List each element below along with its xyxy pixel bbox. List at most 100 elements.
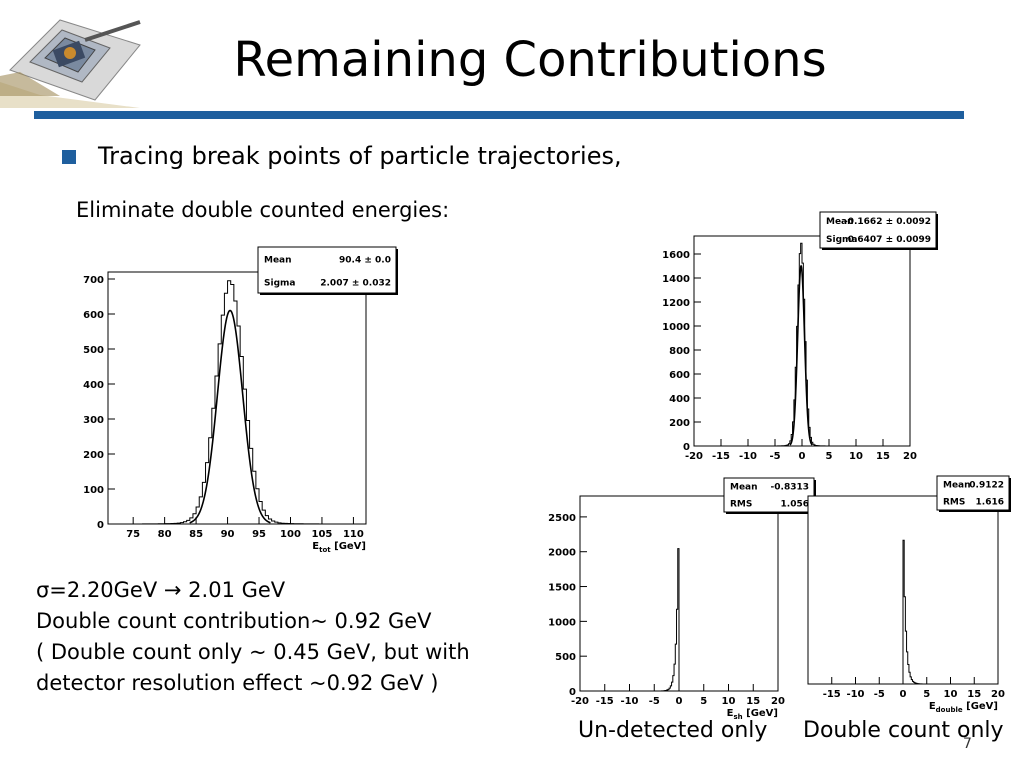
bullet-square-icon <box>62 150 76 164</box>
y-tick-label: 500 <box>83 345 104 356</box>
detector-logo <box>0 19 141 108</box>
y-tick-label: 100 <box>83 485 104 496</box>
histogram-line <box>694 242 910 447</box>
note-line: Double count contribution~ 0.92 GeV <box>36 609 432 633</box>
histogram-etot: 75 80 85 90 95 100 105 110 0 100 200 300 400 500 600 70… <box>83 246 398 554</box>
x-tick-label: 110 <box>343 529 364 540</box>
stats-value: -0.1662 ± 0.0092 <box>844 217 931 227</box>
x-axis-label: Edouble [GeV] <box>929 701 998 714</box>
x-tick-label: 20 <box>771 696 785 707</box>
x-axis-label: Etot [GeV] <box>312 541 366 554</box>
histogram-undetected: -20 -15 -10 -5 0 5 10 15 20 0 500 1000 1500 2000 2500 E… <box>548 477 816 721</box>
y-tick-label: 1600 <box>662 250 690 261</box>
x-tick-label: -5 <box>874 689 885 700</box>
x-tick-label: 10 <box>849 451 863 462</box>
note-line: σ=2.20GeV → 2.01 GeV <box>36 578 286 602</box>
x-tick-label: -15 <box>823 689 841 700</box>
x-tick-label: 20 <box>991 689 1005 700</box>
x-tick-label: 105 <box>312 529 333 540</box>
stats-value: 2.007 ± 0.032 <box>320 279 391 289</box>
y-tick-label: 1000 <box>662 322 690 333</box>
y-tick-label: 0 <box>569 687 576 698</box>
stats-label: Mean <box>730 483 758 493</box>
x-tick-label: -20 <box>685 451 703 462</box>
y-tick-label: 2000 <box>548 548 576 559</box>
y-tick-label: 800 <box>669 346 690 357</box>
stats-value: 90.4 ± 0.0 <box>339 256 391 266</box>
stats-label: RMS <box>730 500 752 510</box>
x-tick-label: 15 <box>967 689 981 700</box>
y-tick-label: 400 <box>669 394 690 405</box>
x-tick-label: -10 <box>846 689 864 700</box>
stats-value: -0.8313 <box>771 483 809 493</box>
title-underline <box>34 111 964 119</box>
x-tick-label: 15 <box>876 451 890 462</box>
bullet-text: Tracing break points of particle traject… <box>98 142 622 170</box>
histogram-line <box>580 548 778 692</box>
x-tick-label: 85 <box>189 529 203 540</box>
fit-curve <box>789 264 813 446</box>
page-number: 7 <box>963 736 972 752</box>
stats-value: 0.9122 <box>969 481 1004 491</box>
y-tick-label: 1000 <box>548 617 576 628</box>
stats-label: RMS <box>943 498 965 508</box>
slide-title: Remaining Contributions <box>233 32 827 88</box>
stats-label: Sigma <box>264 279 295 289</box>
x-tick-label: -5 <box>769 451 780 462</box>
stats-value: 1.056 <box>781 500 809 510</box>
stats-label: Mean <box>943 481 971 491</box>
stats-box <box>257 246 397 294</box>
x-tick-label: 5 <box>923 689 930 700</box>
x-tick-label: -20 <box>571 696 589 707</box>
y-tick-label: 200 <box>669 418 690 429</box>
subline-text: Eliminate double counted energies: <box>76 198 450 222</box>
y-tick-label: 400 <box>83 380 104 391</box>
y-tick-label: 700 <box>83 275 104 286</box>
x-tick-label: -10 <box>739 451 757 462</box>
x-tick-label: 15 <box>746 696 760 707</box>
histogram-line <box>808 539 998 685</box>
y-tick-label: 1200 <box>662 298 690 309</box>
y-tick-label: 1500 <box>548 583 576 594</box>
x-tick-label: -10 <box>620 696 638 707</box>
stats-box <box>936 475 1010 511</box>
histogram-line <box>107 280 367 525</box>
x-tick-label: -15 <box>596 696 614 707</box>
x-tick-label: 10 <box>722 696 736 707</box>
x-tick-label: 100 <box>280 529 301 540</box>
y-tick-label: 500 <box>555 652 576 663</box>
stats-label: Mean <box>826 217 854 227</box>
y-tick-label: 200 <box>83 450 104 461</box>
note-line: detector resolution effect ~0.92 GeV ) <box>36 671 439 695</box>
x-tick-label: 0 <box>676 696 683 707</box>
x-tick-label: -5 <box>649 696 660 707</box>
x-tick-label: 90 <box>221 529 235 540</box>
x-tick-label: 75 <box>126 529 140 540</box>
caption-double-count: Double count only <box>803 718 1004 743</box>
x-tick-label: 20 <box>903 451 917 462</box>
x-tick-label: 10 <box>944 689 958 700</box>
x-tick-label: 80 <box>158 529 172 540</box>
y-tick-label: 1400 <box>662 274 690 285</box>
notes-block: σ=2.20GeV → 2.01 GeV Double count contri… <box>36 575 470 699</box>
x-tick-label: 95 <box>252 529 266 540</box>
stats-label: Sigma <box>826 235 857 245</box>
y-tick-label: 0 <box>683 442 690 453</box>
fit-curve <box>189 309 271 524</box>
stats-label: Mean <box>264 256 292 266</box>
x-tick-label: -15 <box>712 451 730 462</box>
y-tick-label: 300 <box>83 415 104 426</box>
x-tick-label: 5 <box>826 451 833 462</box>
stats-box <box>819 211 937 249</box>
x-tick-label: 5 <box>700 696 707 707</box>
note-line: ( Double count only ~ 0.45 GeV, but with <box>36 640 470 664</box>
caption-undetected: Un-detected only <box>578 718 768 743</box>
stats-value: 0.6407 ± 0.0099 <box>848 235 931 245</box>
x-axis-label: Esh [GeV] <box>727 708 778 721</box>
y-tick-label: 2500 <box>548 513 576 524</box>
histogram-difference: -20 -15 -10 -5 0 5 10 15 20020040060080010001200… <box>662 211 938 462</box>
stats-box <box>723 477 815 513</box>
x-tick-label: 0 <box>900 689 907 700</box>
